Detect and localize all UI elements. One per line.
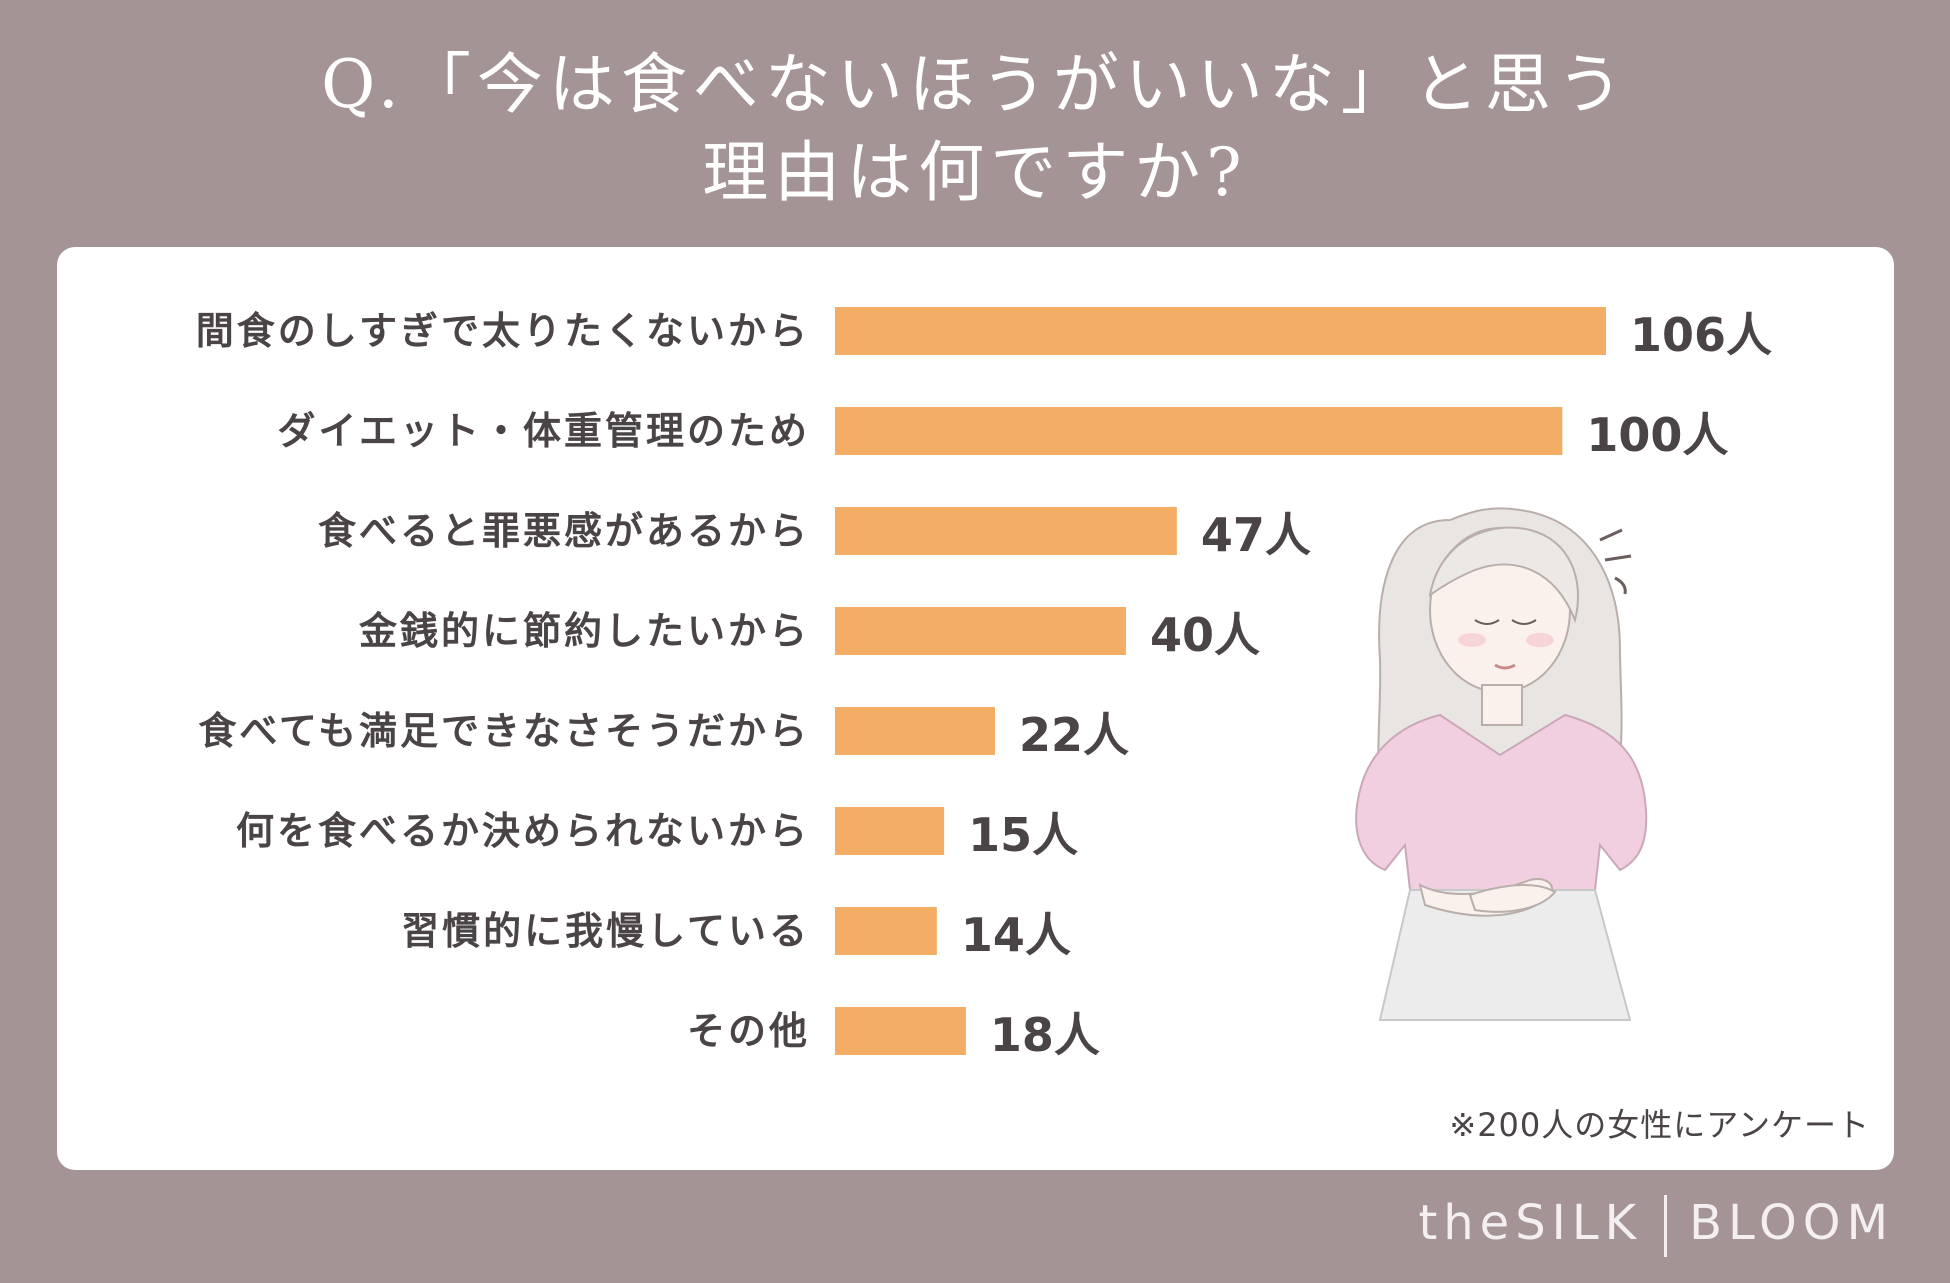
bar	[835, 507, 1177, 555]
title-line-1: Q.「今は食べないほうがいいな」と思う	[321, 46, 1629, 123]
brand-separator	[1664, 1195, 1668, 1257]
brand-logo: theSILK BLOOM	[1418, 1195, 1894, 1257]
brand-right: BLOOM	[1689, 1195, 1894, 1251]
bar	[835, 807, 945, 855]
woman-illustration	[1355, 507, 1648, 1021]
bar	[835, 907, 937, 955]
bar	[835, 707, 996, 755]
value-label: 106人	[1630, 308, 1772, 362]
value-label: 14人	[961, 908, 1071, 962]
title-line-2: 理由は何ですか?	[702, 134, 1248, 211]
value-label: 40人	[1150, 608, 1260, 662]
category-label: 何を食べるか決められないから	[236, 809, 810, 853]
value-label: 18人	[990, 1008, 1100, 1062]
category-label: 金銭的に節約したいから	[358, 609, 810, 653]
category-label: 間食のしすぎで太りたくないから	[196, 309, 810, 353]
bar	[835, 607, 1126, 655]
bar	[835, 307, 1606, 355]
bar	[835, 407, 1563, 455]
category-label: その他	[687, 1009, 810, 1053]
category-label: 食べても満足できなさそうだから	[198, 709, 810, 753]
value-label: 100人	[1586, 408, 1728, 462]
value-label: 15人	[968, 808, 1078, 862]
bar	[835, 1007, 966, 1055]
survey-note: ※200人の女性にアンケート	[1449, 1106, 1870, 1144]
category-label: 習慣的に我慢している	[401, 909, 810, 953]
category-label: 食べると罪悪感があるから	[318, 509, 810, 553]
category-label: ダイエット・体重管理のため	[277, 409, 810, 453]
value-label: 22人	[1019, 708, 1129, 762]
brand-left: theSILK	[1418, 1195, 1643, 1251]
value-label: 47人	[1201, 508, 1311, 562]
